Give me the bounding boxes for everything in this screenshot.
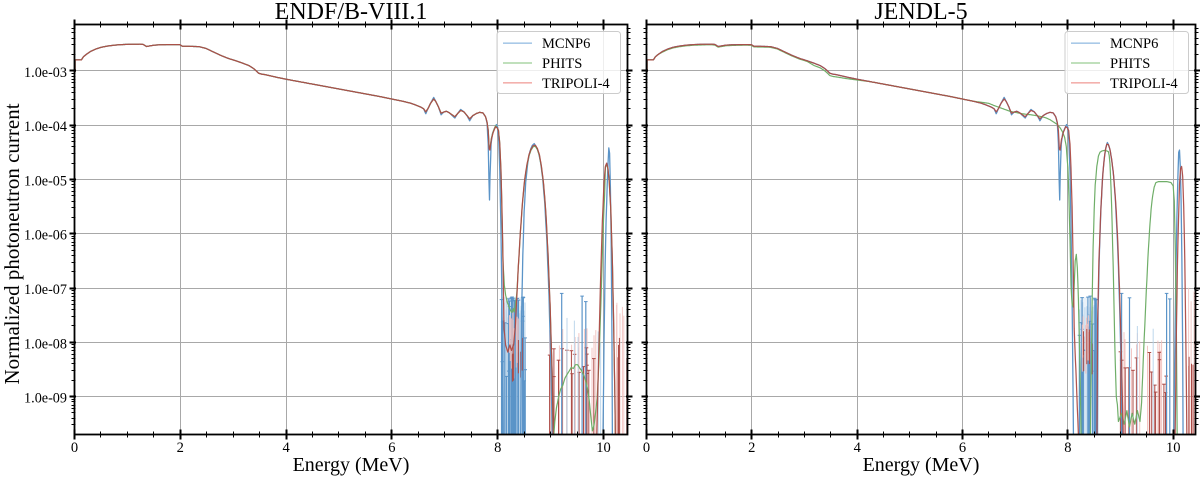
svg-text:PHITS: PHITS (1110, 56, 1150, 72)
svg-text:Energy (MeV): Energy (MeV) (863, 454, 980, 476)
svg-text:6: 6 (388, 440, 395, 456)
svg-text:2: 2 (177, 440, 184, 456)
svg-text:1.0e-04: 1.0e-04 (24, 119, 67, 135)
svg-text:1.0e-08: 1.0e-08 (24, 336, 67, 352)
svg-text:1.0e-06: 1.0e-06 (24, 228, 67, 244)
svg-text:1.0e-09: 1.0e-09 (24, 391, 67, 407)
svg-text:Energy (MeV): Energy (MeV) (293, 454, 410, 476)
svg-text:4: 4 (282, 440, 290, 456)
svg-text:MCNP6: MCNP6 (1110, 36, 1158, 52)
svg-text:10: 10 (1166, 440, 1181, 456)
svg-text:1.0e-05: 1.0e-05 (24, 173, 67, 189)
svg-text:TRIPOLI-4: TRIPOLI-4 (1110, 76, 1178, 92)
svg-text:MCNP6: MCNP6 (542, 36, 590, 52)
svg-text:TRIPOLI-4: TRIPOLI-4 (542, 76, 610, 92)
svg-text:ENDF/B-VIII.1: ENDF/B-VIII.1 (275, 0, 428, 25)
svg-text:6: 6 (959, 440, 966, 456)
svg-text:8: 8 (494, 440, 501, 456)
svg-text:0: 0 (643, 440, 650, 456)
svg-text:2: 2 (748, 440, 755, 456)
svg-text:1.0e-03: 1.0e-03 (24, 65, 67, 81)
svg-text:Normalized photoneutron curren: Normalized photoneutron current (0, 103, 24, 384)
svg-text:4: 4 (854, 440, 862, 456)
svg-text:JENDL-5: JENDL-5 (874, 0, 967, 25)
svg-text:0: 0 (71, 440, 78, 456)
svg-text:1.0e-07: 1.0e-07 (24, 282, 67, 298)
svg-text:PHITS: PHITS (542, 56, 582, 72)
svg-text:8: 8 (1064, 440, 1071, 456)
svg-text:10: 10 (596, 440, 611, 456)
